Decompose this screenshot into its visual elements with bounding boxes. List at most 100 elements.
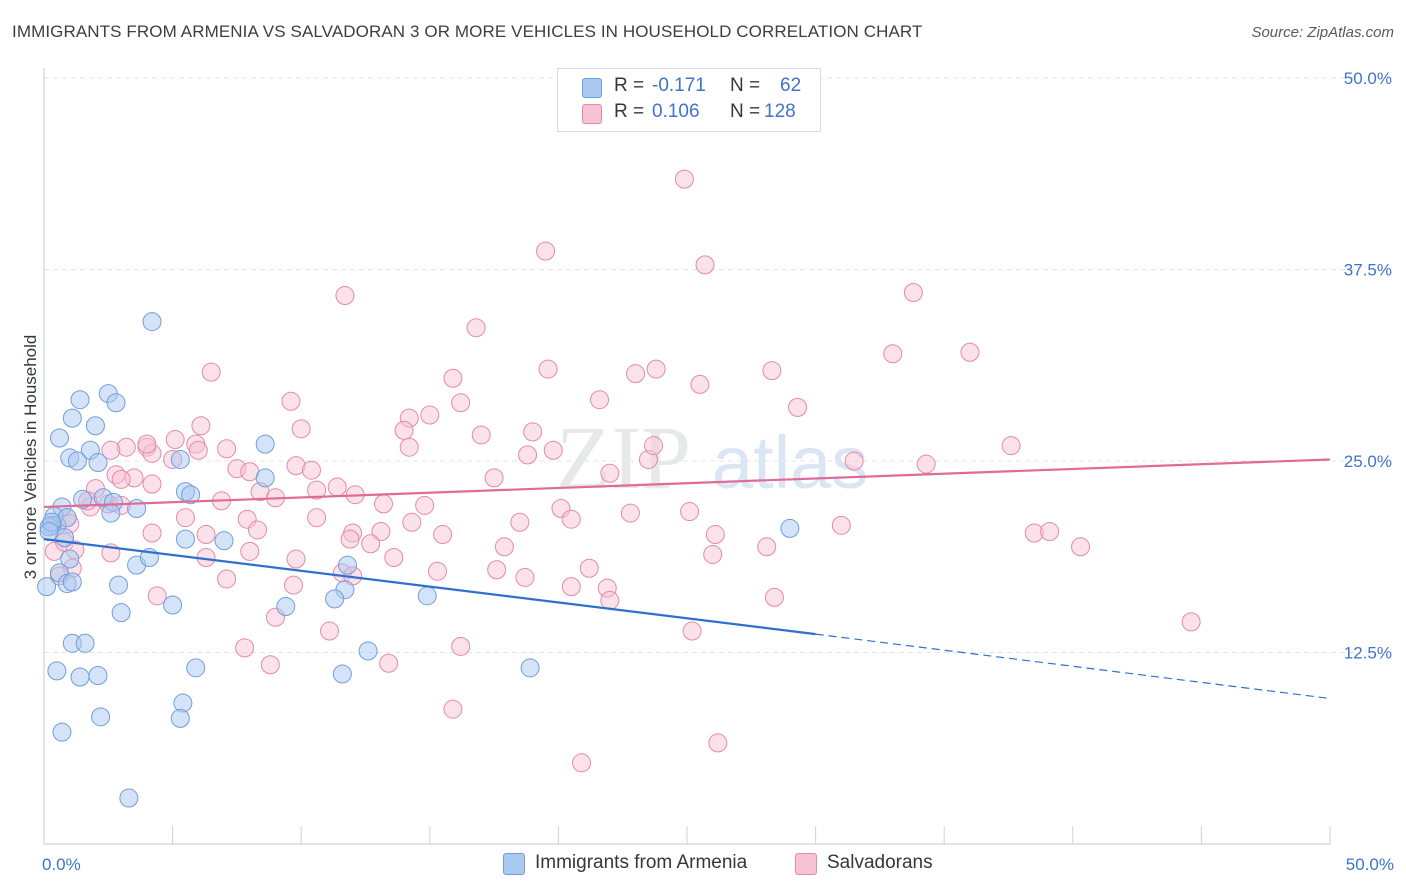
point-salvadorans-8 (201, 362, 221, 382)
point-salvadorans-75 (561, 509, 581, 529)
point-salvadorans-118 (235, 638, 255, 658)
point-salvadorans-62 (415, 495, 435, 515)
point-salvadorans-92 (240, 541, 260, 561)
point-salvadorans-51 (600, 463, 620, 483)
watermark-zip: ZIP (556, 409, 691, 508)
point-salvadorans-7 (960, 342, 980, 362)
point-armenia-50 (88, 665, 108, 685)
point-salvadorans-120 (260, 655, 280, 675)
watermark: ZIP atlas (556, 409, 868, 508)
point-salvadorans-26 (116, 437, 136, 457)
y-tick-label-1: 25.0% (1344, 452, 1392, 471)
watermark-atlas: atlas (712, 421, 868, 504)
point-armenia-46 (47, 661, 67, 681)
stats-r-label: R = (614, 101, 645, 122)
point-salvadorans-116 (682, 621, 702, 641)
point-salvadorans-125 (764, 587, 784, 607)
point-salvadorans-19 (191, 416, 211, 436)
point-salvadorans-107 (515, 567, 535, 587)
point-armenia-55 (52, 722, 72, 742)
point-salvadorans-102 (217, 569, 237, 589)
point-salvadorans-127 (680, 502, 700, 522)
point-salvadorans-22 (420, 405, 440, 425)
point-salvadorans-74 (510, 512, 530, 532)
data-points (37, 169, 1201, 808)
point-salvadorans-96 (757, 537, 777, 557)
point-salvadorans-48 (301, 460, 321, 480)
point-armenia-7 (49, 428, 69, 448)
point-salvadorans-23 (394, 420, 414, 440)
point-salvadorans-15 (281, 391, 301, 411)
point-salvadorans-117 (1181, 612, 1201, 632)
legend-label-salvadorans: Salvadorans (827, 852, 933, 873)
point-salvadorans-12 (646, 359, 666, 379)
point-armenia-38 (417, 586, 437, 606)
point-armenia-21 (255, 468, 275, 488)
point-armenia-26 (175, 529, 195, 549)
point-salvadorans-10 (538, 359, 558, 379)
point-armenia-5 (106, 393, 126, 413)
stats-n-label: N = (730, 101, 761, 122)
point-armenia-60 (101, 503, 121, 523)
point-salvadorans-54 (142, 474, 162, 494)
point-salvadorans-34 (399, 437, 419, 457)
point-salvadorans-87 (705, 525, 725, 545)
point-salvadorans-70 (175, 508, 195, 528)
point-armenia-44 (75, 633, 95, 653)
point-salvadorans-13 (690, 374, 710, 394)
legend: Immigrants from Armenia Salvadorans (0, 852, 1406, 878)
stats-swatch-salvadorans (582, 104, 602, 124)
point-salvadorans-94 (384, 548, 404, 568)
point-salvadorans-35 (518, 445, 538, 465)
legend-swatch-salvadorans (795, 853, 817, 875)
stats-box: R = -0.171 N = 62 R = 0.106 N = 128 (557, 68, 821, 132)
point-salvadorans-78 (142, 523, 162, 543)
point-salvadorans-14 (762, 361, 782, 381)
point-salvadorans-85 (361, 534, 381, 554)
trend-lines (43, 458, 1331, 700)
point-armenia-51 (332, 664, 352, 684)
point-salvadorans-29 (165, 430, 185, 450)
point-salvadorans-77 (831, 515, 851, 535)
x-tick-label-1: 50.0% (1346, 855, 1394, 874)
point-salvadorans-33 (188, 440, 208, 460)
stats-n-label: N = (730, 75, 761, 96)
point-salvadorans-109 (283, 575, 303, 595)
point-salvadorans-5 (466, 318, 486, 338)
point-salvadorans-115 (319, 621, 339, 641)
point-armenia-13 (255, 434, 275, 454)
point-armenia-35 (109, 575, 129, 595)
stats-swatch-armenia (582, 78, 602, 98)
point-armenia-57 (780, 518, 800, 538)
point-salvadorans-53 (111, 469, 131, 489)
point-salvadorans-123 (708, 733, 728, 753)
point-salvadorans-24 (471, 425, 491, 445)
point-armenia-6 (85, 416, 105, 436)
axes (43, 68, 1331, 845)
point-armenia-28 (60, 549, 80, 569)
point-salvadorans-106 (487, 560, 507, 580)
point-salvadorans-50 (484, 468, 504, 488)
point-salvadorans-16 (451, 393, 471, 413)
point-salvadorans-0 (674, 169, 694, 189)
point-armenia-41 (37, 577, 57, 597)
point-armenia-48 (520, 658, 540, 678)
y-tick-label-3: 50.0% (1344, 69, 1392, 88)
point-salvadorans-31 (137, 434, 157, 454)
point-armenia-42 (111, 603, 131, 623)
legend-label-armenia: Immigrants from Armenia (535, 852, 748, 873)
point-armenia-49 (70, 667, 90, 687)
point-salvadorans-9 (443, 368, 463, 388)
point-armenia-56 (119, 788, 139, 808)
point-salvadorans-61 (374, 494, 394, 514)
y-tick-label-2: 37.5% (1344, 261, 1392, 280)
point-salvadorans-98 (1040, 521, 1060, 541)
point-salvadorans-108 (579, 558, 599, 578)
stats-r-value: -0.171 (652, 75, 706, 96)
grid-lines (44, 77, 1354, 653)
x-tick-label-0: 0.0% (42, 855, 81, 874)
point-armenia-4 (70, 390, 90, 410)
point-salvadorans-42 (916, 454, 936, 474)
point-salvadorans-39 (1001, 436, 1021, 456)
point-armenia-22 (127, 498, 147, 518)
